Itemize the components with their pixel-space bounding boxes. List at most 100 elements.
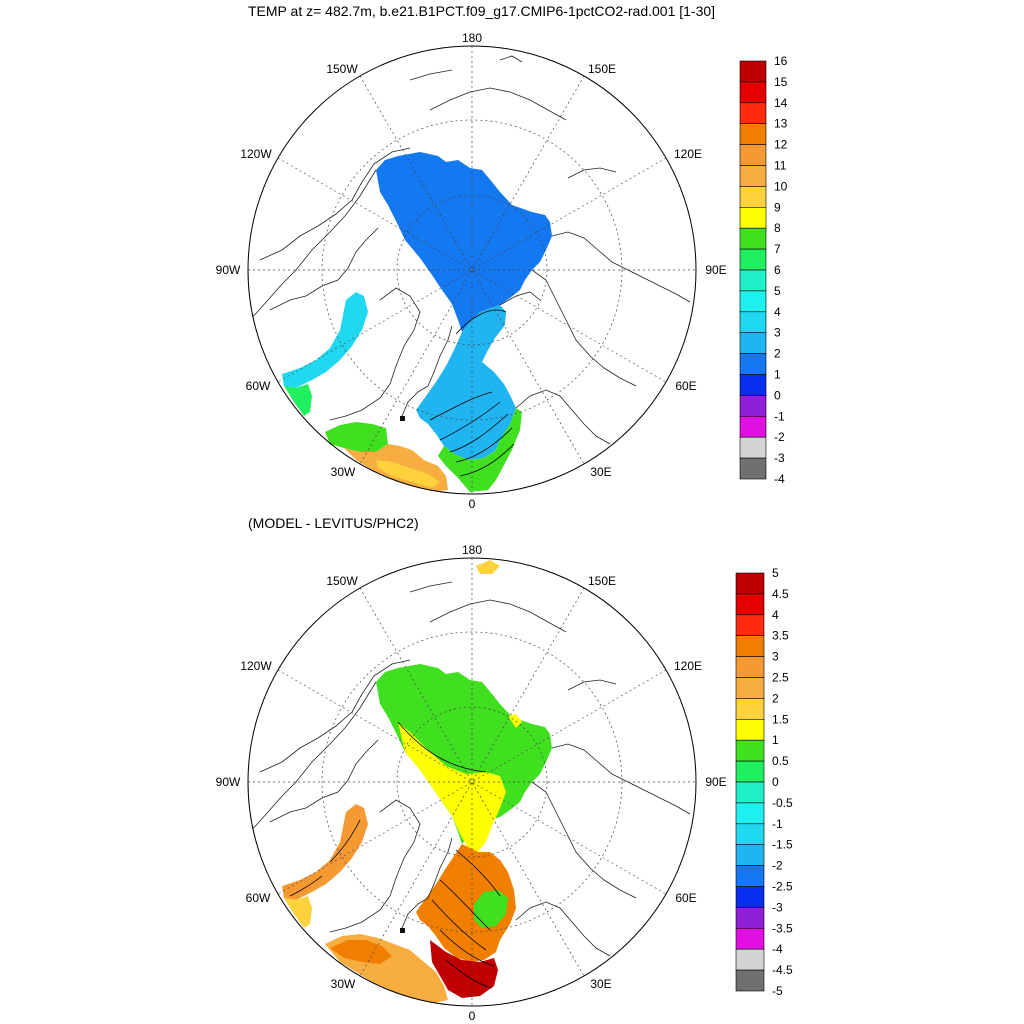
colorbar-tick-label: 10 <box>774 179 788 193</box>
bottom-graticule <box>248 558 696 1006</box>
colorbar-tick-label: 14 <box>774 96 788 110</box>
colorbar-tick-label: 11 <box>774 159 787 173</box>
lon-label-150w: 150W <box>326 574 358 588</box>
lon-label-30w: 30W <box>331 465 356 479</box>
colorbar-tick-label: 3 <box>774 326 781 340</box>
lon-label-90e: 90E <box>705 263 726 277</box>
colorbar-swatch <box>735 823 765 845</box>
colorbar-swatch <box>735 677 765 699</box>
colorbar-swatch <box>735 844 765 866</box>
region-baffin-bay <box>282 292 368 388</box>
colorbar-tick-label: -5 <box>772 984 783 998</box>
top-coastlines <box>249 55 691 445</box>
colorbar-swatch <box>739 186 767 208</box>
colorbar-tick-label: 4 <box>774 305 781 319</box>
region-central-arctic <box>376 664 552 844</box>
lon-label-180: 180 <box>462 543 482 557</box>
lon-label-60w: 60W <box>246 379 271 393</box>
top-panel-title: TEMP at z= 482.7m, b.e21.B1PCT.f09_g17.C… <box>248 3 715 19</box>
colorbar-swatch <box>735 635 765 657</box>
region-laptev-patch <box>508 714 522 728</box>
colorbar-tick-label: 12 <box>774 138 788 152</box>
colorbar-swatch <box>739 436 767 459</box>
colorbar-tick-label: 0.5 <box>772 754 789 768</box>
colorbar-swatch <box>739 248 767 271</box>
colorbar-swatch <box>735 614 765 636</box>
colorbar-tick-label: 5 <box>774 284 781 298</box>
region-bering-patch <box>476 560 500 574</box>
colorbar-swatch <box>739 311 767 333</box>
colorbar-swatch <box>735 802 765 825</box>
lon-label-0: 0 <box>469 1009 476 1023</box>
colorbar-swatch <box>735 907 765 929</box>
colorbar-swatch <box>739 144 767 166</box>
colorbar-tick-label: -0.5 <box>772 796 793 810</box>
colorbar-swatch <box>739 165 767 187</box>
lon-label-30e: 30E <box>590 465 611 479</box>
lon-label-150e: 150E <box>588 574 616 588</box>
colorbar-swatch <box>735 593 765 616</box>
colorbar-swatch <box>735 969 765 992</box>
region-north-atlantic-core <box>330 940 392 964</box>
lon-label-120e: 120E <box>674 147 702 161</box>
colorbar-swatch <box>735 927 765 950</box>
region-north-atlantic-west <box>325 422 388 452</box>
top-station-marker <box>400 416 405 421</box>
bottom-coastlines <box>249 581 691 957</box>
region-subpolar-core <box>376 460 440 488</box>
colorbar-swatch <box>735 948 765 971</box>
region-central-arctic <box>376 152 552 332</box>
region-nordic-seas <box>416 305 516 460</box>
colorbar-tick-label: -1 <box>774 409 785 423</box>
lon-label-0: 0 <box>469 497 476 511</box>
colorbar-tick-label: 6 <box>774 263 781 277</box>
region-nordic-green <box>474 890 508 928</box>
colorbar-swatch <box>735 718 765 741</box>
region-norwegian-coast <box>430 940 498 998</box>
colorbar-tick-label: -1.5 <box>772 838 793 852</box>
colorbar-tick-label: 0 <box>774 388 781 402</box>
colorbar-tick-label: 2 <box>772 691 779 705</box>
colorbar-swatch <box>739 457 767 480</box>
colorbar-tick-label: 1 <box>774 368 781 382</box>
lon-label-30e: 30E <box>590 977 611 991</box>
colorbar-swatch <box>739 269 767 292</box>
bottom-panel: (MODEL - LEVITUS/PHC2) <box>216 515 793 1023</box>
colorbar-tick-label: -2 <box>772 859 783 873</box>
colorbar-tick-label: 8 <box>774 221 781 235</box>
bottom-map-boundary <box>247 557 697 1007</box>
lon-label-180: 180 <box>462 31 482 45</box>
lon-label-90w: 90W <box>216 263 241 277</box>
top-map-boundary <box>247 45 697 495</box>
colorbar-tick-label: 3 <box>772 650 779 664</box>
colorbar-tick-label: 9 <box>774 200 781 214</box>
region-baffin-bay <box>282 804 368 900</box>
bottom-station-marker <box>400 928 405 933</box>
bottom-panel-title: (MODEL - LEVITUS/PHC2) <box>248 515 419 531</box>
colorbar-swatch <box>739 81 767 104</box>
colorbar-swatch <box>735 781 765 804</box>
colorbar-swatch <box>739 123 767 145</box>
region-transpolar <box>398 722 506 852</box>
colorbar-tick-label: 1 <box>772 733 779 747</box>
colorbar-swatch <box>735 886 765 908</box>
colorbar-tick-label: 3.5 <box>772 629 789 643</box>
colorbar-tick-label: 4 <box>772 608 779 622</box>
colorbar-swatch <box>735 572 765 595</box>
top-contours <box>429 309 515 477</box>
colorbar-tick-label: 1.5 <box>772 712 789 726</box>
colorbar-tick-label: -1 <box>772 817 783 831</box>
colorbar-tick-label: 13 <box>774 117 788 131</box>
colorbar-tick-label: -2 <box>774 430 785 444</box>
colorbar-tick-label: 7 <box>774 242 781 256</box>
colorbar-swatch <box>739 415 767 438</box>
colorbar-tick-label: -4 <box>774 472 785 486</box>
lon-label-150e: 150E <box>588 62 616 76</box>
lon-label-120w: 120W <box>240 147 272 161</box>
lon-label-120e: 120E <box>674 659 702 673</box>
colorbar-tick-label: -3 <box>772 900 783 914</box>
colorbar-tick-label: 16 <box>774 54 788 68</box>
colorbar-tick-label: -4.5 <box>772 963 793 977</box>
region-labrador <box>284 384 312 416</box>
